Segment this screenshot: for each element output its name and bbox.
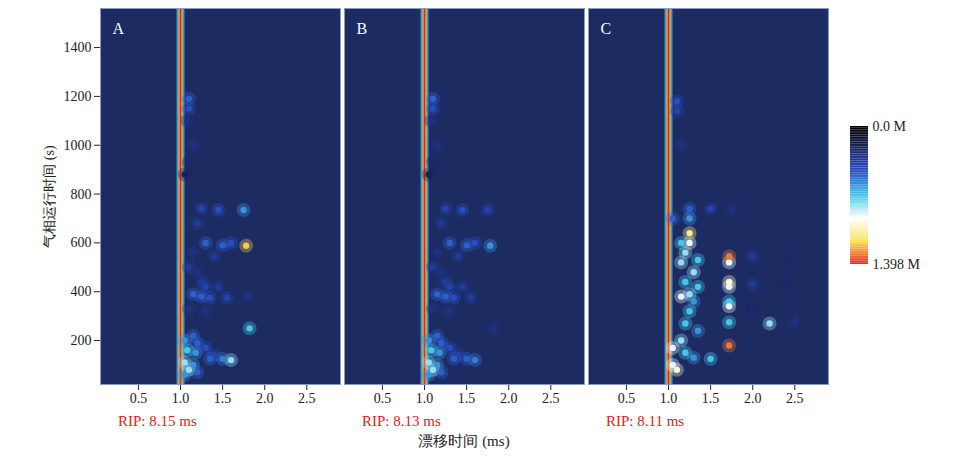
svg-text:600: 600 <box>71 235 92 250</box>
svg-text:2.0: 2.0 <box>256 391 273 406</box>
svg-text:C: C <box>601 20 612 37</box>
svg-text:200: 200 <box>71 333 92 348</box>
svg-text:1.398 M: 1.398 M <box>873 257 921 272</box>
html-text:RIP: 8.15 ms: RIP: 8.15 ms <box>118 413 197 429</box>
svg-text:0.5: 0.5 <box>374 391 392 406</box>
svg-text:2.0: 2.0 <box>500 391 518 406</box>
svg-text:2.5: 2.5 <box>298 391 316 406</box>
html-text:漂移时间 (ms): 漂移时间 (ms) <box>418 433 510 449</box>
svg-text:B: B <box>357 20 368 37</box>
svg-text:0.5: 0.5 <box>618 391 636 406</box>
html-text:RIP: 8.13 ms: RIP: 8.13 ms <box>362 413 441 429</box>
svg-text:2.0: 2.0 <box>744 391 762 406</box>
svg-text:2.5: 2.5 <box>786 391 804 406</box>
svg-text:1200: 1200 <box>64 89 92 104</box>
svg-text:400: 400 <box>71 284 92 299</box>
svg-text:1000: 1000 <box>64 138 92 153</box>
svg-text:0.0 M: 0.0 M <box>873 119 907 134</box>
svg-text:1.0: 1.0 <box>416 391 434 406</box>
svg-text:1.0: 1.0 <box>172 391 190 406</box>
svg-text:800: 800 <box>71 187 92 202</box>
svg-text:2.5: 2.5 <box>542 391 560 406</box>
svg-text:1400: 1400 <box>64 40 92 55</box>
svg-text:0.5: 0.5 <box>130 391 148 406</box>
svg-text:1.5: 1.5 <box>214 391 232 406</box>
svg-text:1.5: 1.5 <box>702 391 719 406</box>
html-text:RIP: 8.11 ms: RIP: 8.11 ms <box>606 413 685 429</box>
svg-text:1.5: 1.5 <box>458 391 476 406</box>
svg-text:1.0: 1.0 <box>660 391 678 406</box>
svg-text:A: A <box>113 20 125 37</box>
svg-text:气相运行时间 (s): 气相运行时间 (s) <box>42 145 58 248</box>
